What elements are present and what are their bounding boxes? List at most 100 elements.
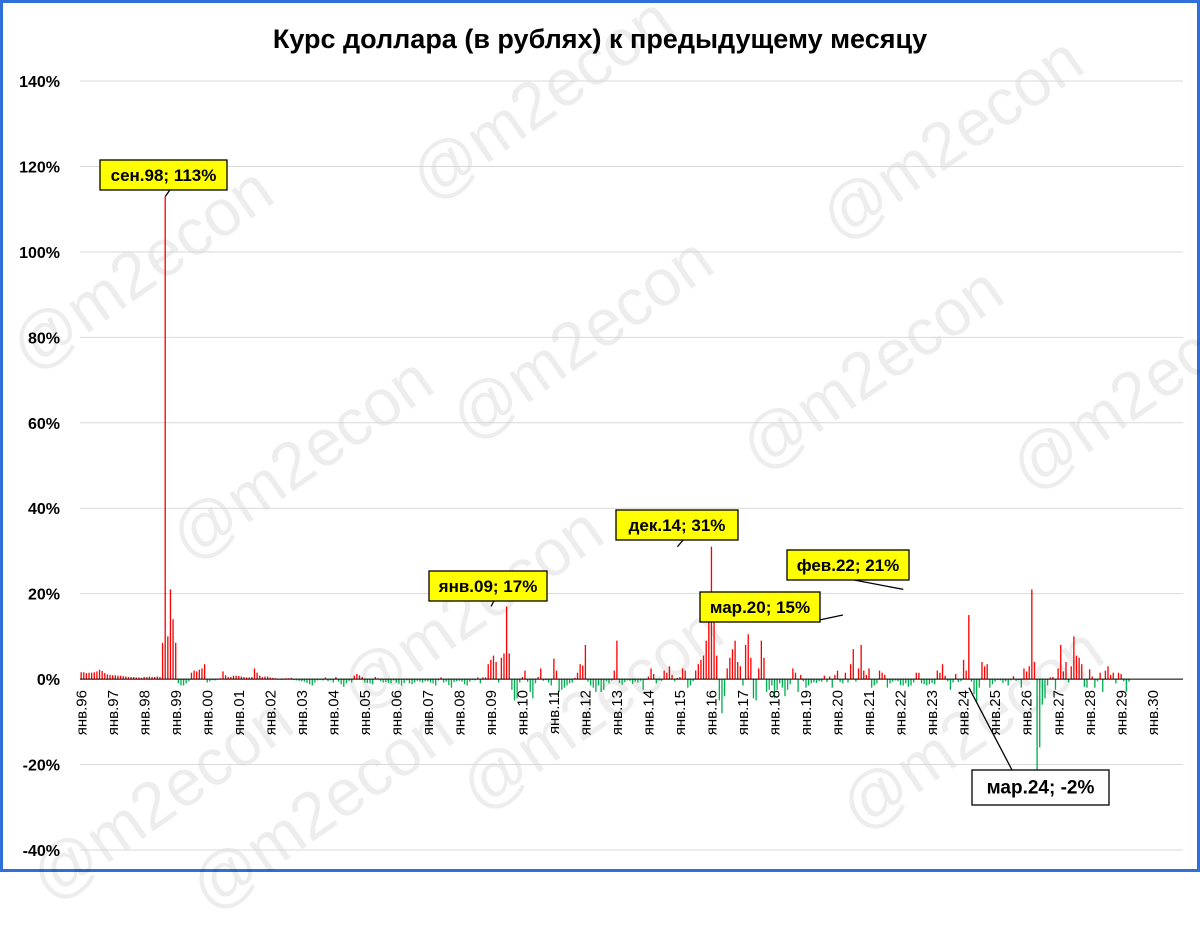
bar [815,679,818,683]
bar [532,679,534,699]
bar [151,676,153,680]
bar [382,679,384,683]
x-tick-label: янв.10 [515,690,532,735]
bar [88,672,90,680]
bar [117,675,119,680]
bar [878,670,881,680]
bar [461,679,463,682]
bar [332,679,334,683]
bar [1120,673,1122,680]
x-tick-label: янв.02 [262,690,279,735]
bar [684,670,686,680]
callout-label: фев.22; 21% [797,556,900,575]
bar [398,679,400,684]
bar [1109,674,1112,680]
bar [855,679,857,682]
bar [907,679,910,687]
bar [329,679,332,681]
bar [1028,666,1030,680]
bar [387,679,390,683]
x-tick-label: янв.08 [451,690,468,735]
bar [721,679,723,714]
bar [437,679,439,681]
bar [897,679,899,682]
bar [358,675,361,680]
bar [653,673,655,680]
bar [534,679,537,684]
x-tick-label: янв.05 [357,690,374,735]
bar [256,672,258,680]
bar [1067,679,1070,683]
bar [789,679,791,685]
bar [810,679,812,684]
bar [970,679,973,682]
callout-leader [853,579,904,591]
bar [550,679,552,686]
x-tick-label: янв.99 [168,690,185,735]
callout-label: сен.98; 113% [111,166,217,185]
bar [800,674,802,680]
bar [511,679,513,690]
bar [873,679,875,686]
bar [298,679,300,681]
bar [747,634,749,680]
bar [705,640,707,680]
bar [177,679,179,684]
bar [1004,679,1007,682]
bar [1083,679,1086,687]
bar [182,679,185,686]
bar [109,674,111,680]
bar [955,673,957,680]
bar [188,679,190,682]
bar [1002,679,1004,683]
x-tick-label: янв.04 [325,690,342,735]
bar [1060,644,1062,680]
bar [582,665,584,680]
bar [311,679,313,686]
bar [794,672,797,680]
bar [674,679,676,682]
bar [469,679,471,682]
bar [369,679,371,684]
bar [642,679,644,690]
bar [926,679,928,686]
x-tick-label: янв.11 [546,690,563,734]
bar [133,676,135,680]
bar [385,679,387,683]
bar [106,674,109,680]
bar [240,676,243,680]
bar [114,675,116,680]
bar [93,672,95,680]
x-tick-label: янв.27 [1050,690,1067,735]
bar [1023,668,1025,680]
bar [863,670,865,680]
bar [1046,679,1049,686]
bar [608,679,610,684]
bar [524,670,526,680]
bar [175,642,177,680]
bar [655,679,657,684]
bar [742,679,744,686]
callout-box [428,570,548,602]
bar [1044,679,1046,699]
bar [395,679,397,683]
bar [976,679,978,703]
bar [324,677,327,680]
bar [1112,672,1114,680]
bar [91,672,93,680]
bar [516,679,518,699]
x-tick-label: янв.00 [199,690,216,735]
bar [689,679,692,686]
bar [574,677,576,680]
bar [949,679,952,690]
bar [356,673,358,680]
bar [348,679,350,681]
bar [1025,671,1028,680]
bar [1088,669,1091,680]
bar [448,679,450,686]
bar [618,679,621,683]
bar [865,674,868,680]
bar [408,679,411,684]
bar [500,657,503,680]
x-tick-label: янв.09 [483,690,500,735]
